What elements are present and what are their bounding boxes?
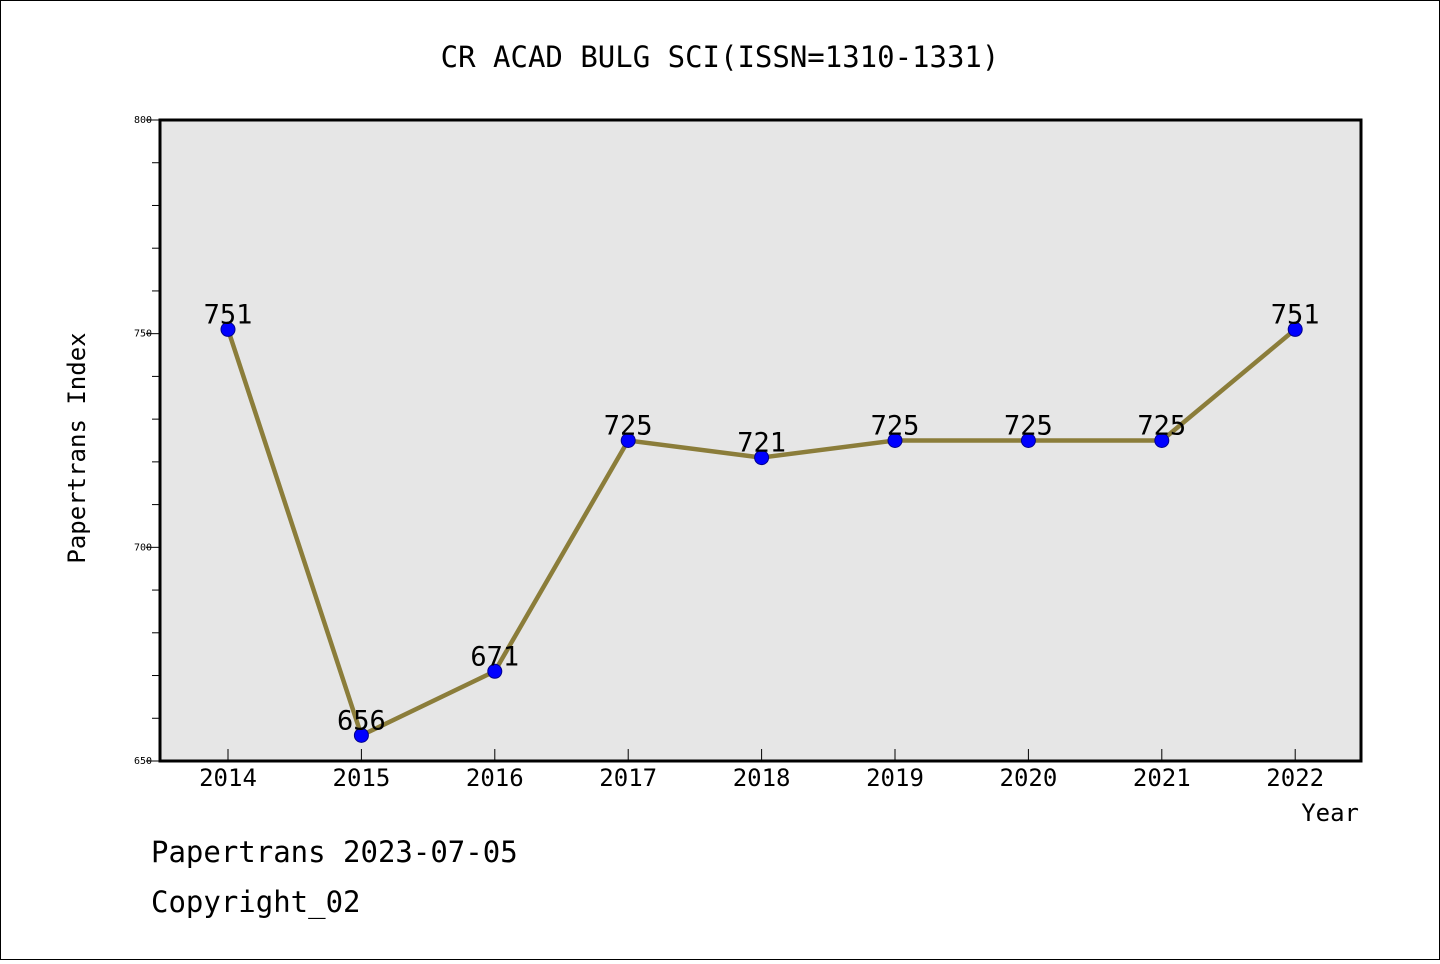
data-label: 751 — [204, 299, 253, 330]
data-point — [620, 433, 636, 448]
x-tick-label: 2014 — [199, 764, 257, 792]
data-point — [1154, 433, 1170, 448]
y-tick-label: 700 — [134, 542, 152, 553]
data-point — [487, 663, 503, 679]
data-label: 725 — [604, 411, 653, 442]
chart-title: CR ACAD BULG SCI(ISSN=1310-1331) — [441, 40, 1000, 74]
x-axis-label: Year — [1301, 799, 1359, 827]
data-label: 725 — [871, 411, 920, 442]
footer-date: Papertrans 2023-07-05 — [151, 835, 518, 869]
x-axis-ticks: 2014 2015 2016 2017 2018 2019 2020 2021 2022 — [199, 749, 1324, 792]
x-tick-label: 2021 — [1133, 764, 1191, 792]
y-axis-label: Papertrans Index — [63, 332, 91, 563]
data-point — [754, 450, 770, 466]
data-label: 725 — [1004, 411, 1053, 442]
data-point — [220, 321, 236, 337]
x-tick-label: 2015 — [333, 764, 391, 792]
x-tick-label: 2018 — [733, 764, 791, 792]
x-tick-label: 2016 — [466, 764, 524, 792]
y-axis-ticks: 650 700 750 800 — [134, 115, 160, 767]
data-label: 721 — [737, 428, 786, 459]
data-point — [353, 727, 369, 743]
x-tick-label: 2019 — [866, 764, 924, 792]
data-label: 725 — [1137, 411, 1186, 442]
y-minor-ticks — [152, 162, 160, 719]
y-tick-label: 800 — [134, 115, 152, 126]
data-points — [220, 321, 1303, 743]
x-tick-label: 2017 — [599, 764, 657, 792]
x-tick-label: 2022 — [1266, 764, 1324, 792]
x-tick-label: 2020 — [1000, 764, 1058, 792]
data-label: 671 — [470, 641, 519, 672]
footer-copyright: Copyright_02 — [151, 885, 361, 919]
y-tick-label: 650 — [134, 756, 152, 767]
data-point — [887, 433, 903, 448]
data-label: 751 — [1271, 299, 1320, 330]
data-labels: 751 656 671 725 721 725 725 725 751 — [204, 299, 1320, 736]
data-point — [1020, 433, 1036, 448]
data-point — [1287, 321, 1303, 337]
data-label: 656 — [337, 705, 386, 736]
y-tick-label: 750 — [134, 329, 152, 340]
